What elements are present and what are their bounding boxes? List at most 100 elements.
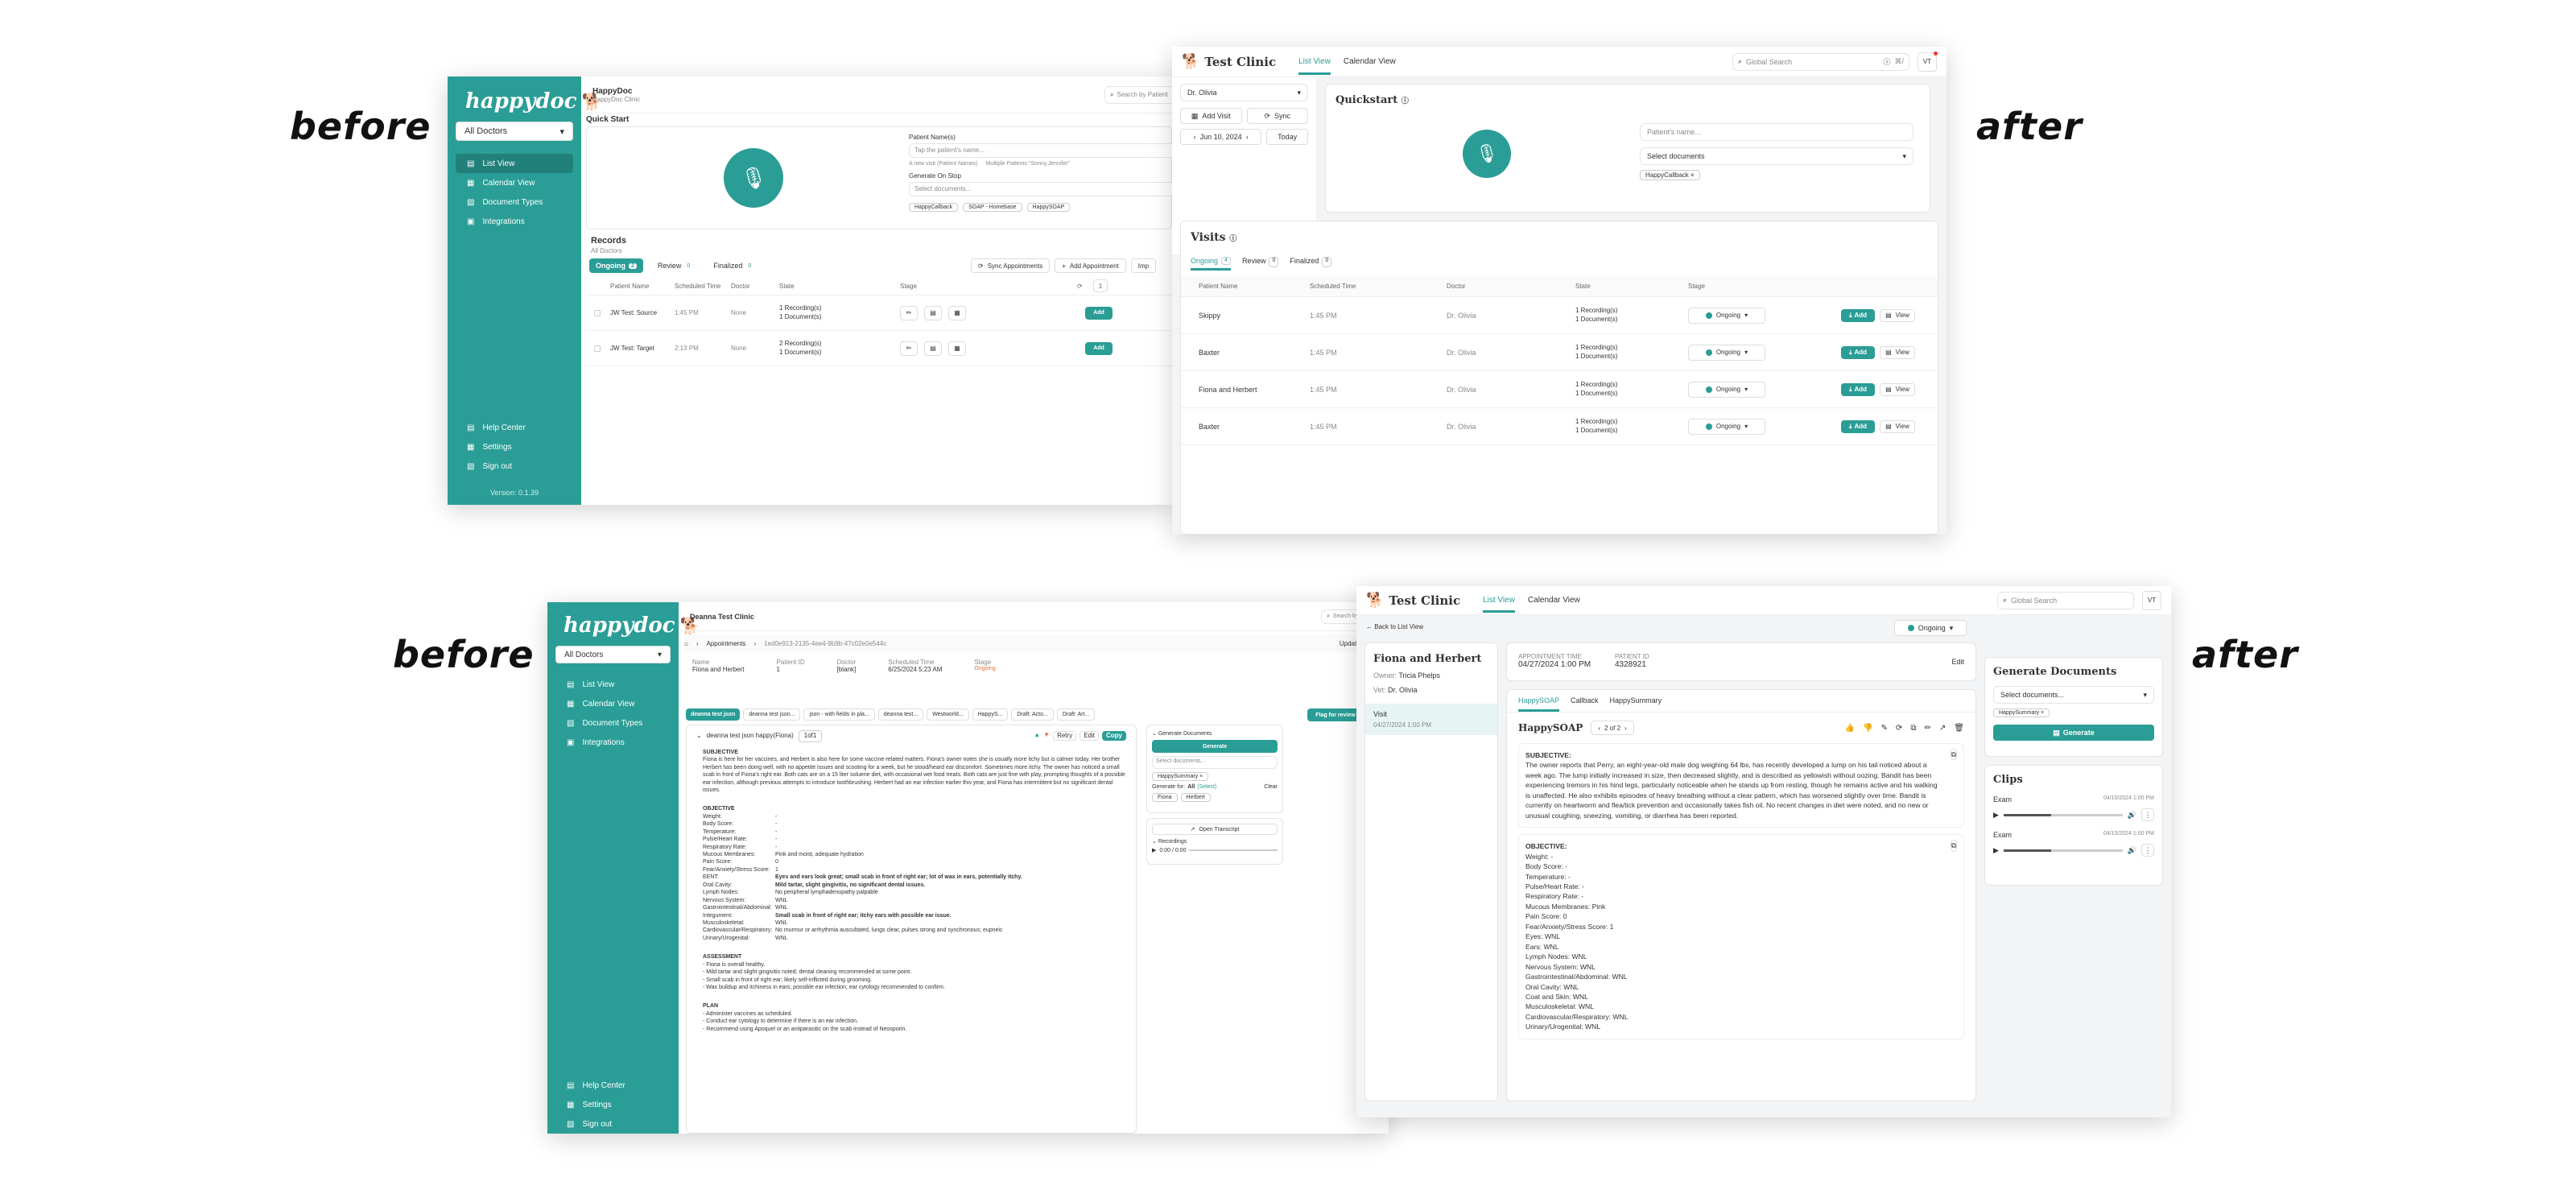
refresh-icon[interactable]: ⟳ bbox=[1077, 283, 1083, 290]
edit-button[interactable]: Edit bbox=[1080, 731, 1099, 742]
nav-item-integrations[interactable]: ▣ Integrations bbox=[567, 737, 625, 747]
document-tab[interactable]: Draft: Art... bbox=[1056, 708, 1096, 721]
table-row[interactable]: Baxter 1:45 PM Dr. Olivia 1 Recording(s) 1 D… bbox=[1181, 408, 1938, 445]
record-button[interactable]: 🎙 bbox=[724, 148, 783, 208]
refresh-icon[interactable]: ⟳ bbox=[1895, 723, 1903, 733]
document-tab[interactable]: deanna test json bbox=[686, 708, 741, 721]
visit-item[interactable]: Visit 04/27/2024 1:00 PM bbox=[1365, 704, 1497, 735]
avatar[interactable]: VT bbox=[1918, 51, 1938, 72]
nav-item-list-view[interactable]: ▤ List View bbox=[456, 154, 573, 173]
tab-list-view[interactable]: List View bbox=[1298, 48, 1331, 75]
nav-item-calendar-view[interactable]: ▦ Calendar View bbox=[467, 178, 535, 188]
row-checkbox[interactable] bbox=[594, 309, 601, 316]
document-tab[interactable]: Westworld... bbox=[927, 708, 969, 721]
comment-icon[interactable]: ✎ bbox=[1880, 723, 1888, 733]
tab-calendar-view[interactable]: Calendar View bbox=[1527, 596, 1580, 605]
tab-calendar-view[interactable]: Calendar View bbox=[1343, 57, 1396, 66]
audio-player[interactable]: ▶ 🔊 ⋮ bbox=[1993, 808, 2154, 821]
share-icon[interactable]: ↗ bbox=[1938, 723, 1946, 733]
document-tag[interactable]: HappyCallback × bbox=[1640, 170, 1700, 180]
stage-select[interactable]: Ongoing ▾ bbox=[1894, 620, 1967, 636]
page-number[interactable]: 1 bbox=[1093, 279, 1108, 292]
view-button[interactable]: ▤ View bbox=[1880, 382, 1915, 396]
radio-single[interactable]: A new visit (Patient Names) bbox=[909, 161, 978, 167]
patient-input[interactable]: Tap the patient's name... bbox=[909, 143, 1172, 158]
import-button[interactable]: Imp bbox=[1130, 258, 1157, 273]
tab-review[interactable]: Review 0 bbox=[1242, 257, 1279, 271]
nav-item-calendar-view[interactable]: ▦ Calendar View bbox=[567, 699, 635, 708]
add-button[interactable]: ⤓ Add bbox=[1841, 382, 1875, 396]
retry-button[interactable]: Retry bbox=[1053, 731, 1077, 742]
clear-button[interactable]: Clear bbox=[1264, 784, 1278, 790]
nav-item-sign-out[interactable]: ▧ Sign out bbox=[567, 1119, 613, 1129]
document-select[interactable]: Select documents... bbox=[909, 182, 1172, 196]
nav-item-settings[interactable]: ▦ Settings bbox=[567, 1100, 612, 1109]
doctor-select[interactable]: Dr. Olivia ▾ bbox=[1180, 84, 1308, 101]
date-picker[interactable]: ‹ Jun 10, 2024 › bbox=[1180, 129, 1262, 145]
tab-list-view[interactable]: List View bbox=[1483, 588, 1515, 613]
nav-item-help-center[interactable]: ▤ Help Center bbox=[467, 423, 526, 432]
table-row[interactable]: JW Test: Target 2:13 PM None 2 Recording(s)… bbox=[586, 331, 1172, 366]
edit-icon[interactable]: ✏ bbox=[1924, 723, 1931, 733]
add-appointment-button[interactable]: + Add Appointment bbox=[1055, 258, 1126, 273]
tab-happysummary[interactable]: HappySummary bbox=[1609, 696, 1662, 704]
document-select[interactable]: Select documents... bbox=[1152, 756, 1278, 769]
record-button[interactable]: 🎙 bbox=[1463, 130, 1511, 178]
more-icon[interactable]: ⋮ bbox=[2141, 808, 2154, 821]
view-button[interactable]: ▤ View bbox=[1880, 345, 1915, 359]
stage-select[interactable]: Ongoing ▾ bbox=[1688, 418, 1765, 435]
tab-review[interactable]: Review 0 bbox=[650, 258, 700, 273]
tab-ongoing[interactable]: Ongoing 4 bbox=[1191, 257, 1231, 271]
more-icon[interactable]: ⋮ bbox=[2141, 844, 2154, 857]
global-search-input[interactable]: ⌕ Global Search ⓘ ⌘/ bbox=[1732, 52, 1909, 71]
doctor-select[interactable]: All Doctors ▾ bbox=[456, 122, 573, 141]
view-button[interactable]: ▤ View bbox=[1880, 308, 1915, 322]
thumbs-down-icon[interactable]: 👎 bbox=[1863, 723, 1873, 733]
document-tab[interactable]: json - with fields in pla... bbox=[803, 708, 875, 721]
document-tab[interactable]: HappyS... bbox=[972, 708, 1009, 721]
home-icon[interactable]: ⌂ bbox=[684, 639, 688, 647]
nav-item-document-types[interactable]: ▧ Document Types bbox=[467, 197, 543, 207]
document-tag[interactable]: HappySOAP bbox=[1026, 203, 1071, 212]
trash-icon[interactable]: 🗑 bbox=[1954, 723, 1964, 733]
add-button[interactable]: ⤓ Add bbox=[1841, 345, 1875, 359]
pet-chip[interactable]: Fiona bbox=[1152, 793, 1178, 802]
global-search-input[interactable]: ⌕ Global Search bbox=[1997, 591, 2134, 609]
open-transcript-button[interactable]: ↗ Open Transcript bbox=[1152, 824, 1278, 835]
pager[interactable]: ‹ 2 of 2 › bbox=[1591, 721, 1634, 735]
document-tab[interactable]: Draft: Acto... bbox=[1011, 708, 1054, 721]
nav-item-sign-out[interactable]: ▧ Sign out bbox=[467, 461, 513, 471]
today-button[interactable]: Today bbox=[1266, 129, 1308, 145]
stage-select[interactable]: Ongoing ▾ bbox=[1688, 307, 1765, 324]
add-button[interactable]: Add bbox=[1085, 341, 1113, 355]
tab-finalized[interactable]: Finalized 0 bbox=[707, 258, 761, 273]
audio-player[interactable]: ▶ 🔊 ⋮ bbox=[1993, 844, 2154, 857]
document-select[interactable]: Select documents ▾ bbox=[1640, 147, 1913, 165]
document-icon[interactable]: ▤ bbox=[924, 305, 942, 320]
edit-icon[interactable]: ✏ bbox=[900, 341, 918, 356]
table-row[interactable]: Baxter 1:45 PM Dr. Olivia 1 Recording(s) 1 D… bbox=[1181, 334, 1938, 371]
add-visit-button[interactable]: ▦ Add Visit bbox=[1180, 108, 1242, 124]
thumbs-up-icon[interactable]: 👍 bbox=[1844, 723, 1856, 733]
edit-button[interactable]: Edit bbox=[1951, 658, 1964, 666]
avatar[interactable]: VT bbox=[2142, 590, 2161, 610]
tab-ongoing[interactable]: Ongoing 2 bbox=[589, 258, 643, 273]
edit-icon[interactable]: ✏ bbox=[900, 305, 918, 320]
nav-item-settings[interactable]: ▦ Settings bbox=[467, 442, 512, 452]
breadcrumb-appointments[interactable]: Appointments bbox=[706, 639, 746, 647]
document-icon[interactable]: ▤ bbox=[924, 341, 942, 356]
document-select[interactable]: Select documents... ▾ bbox=[1993, 686, 2154, 704]
nav-item-list-view[interactable]: ▤ List View bbox=[567, 680, 615, 689]
generate-button[interactable]: ▤ Generate bbox=[1993, 725, 2154, 741]
calendar-icon[interactable]: ▦ bbox=[948, 341, 966, 356]
add-button[interactable]: ⤓ Add bbox=[1841, 308, 1875, 322]
radio-multiple[interactable]: Multiple Patients "Sonny,Jennifer" bbox=[985, 161, 1071, 167]
back-link[interactable]: ← Back to List View bbox=[1366, 623, 1424, 630]
tab-happysoap[interactable]: HappySOAP bbox=[1518, 696, 1560, 712]
document-tag[interactable]: HappyCallback bbox=[909, 203, 959, 212]
search-input[interactable]: ⌕ Search by Patient bbox=[1104, 85, 1172, 104]
document-tab[interactable]: deanna test json... bbox=[743, 708, 801, 721]
nav-item-help-center[interactable]: ▤ Help Center bbox=[567, 1080, 625, 1090]
stage-select[interactable]: Ongoing ▾ bbox=[1688, 344, 1765, 361]
stage-select[interactable]: Ongoing ▾ bbox=[1688, 381, 1765, 398]
